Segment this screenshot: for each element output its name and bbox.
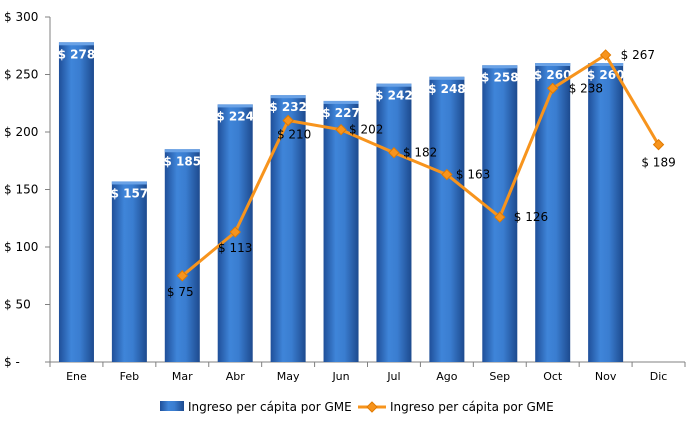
y-tick-label: $ 200 <box>4 125 38 139</box>
bar-top <box>376 83 412 87</box>
bar-top <box>217 104 253 108</box>
line-data-label: $ 163 <box>456 168 490 182</box>
bar-top <box>111 181 147 185</box>
line-marker <box>282 114 294 127</box>
bar-top <box>429 76 465 80</box>
line-data-label: $ 113 <box>218 241 252 255</box>
bar-data-label: $ 232 <box>269 100 307 114</box>
bar-data-label: $ 248 <box>428 82 466 96</box>
bar <box>270 95 306 362</box>
bar-top <box>482 65 518 69</box>
line-data-label: $ 189 <box>641 156 675 170</box>
bar <box>58 42 94 363</box>
x-tick-label: Oct <box>543 370 563 383</box>
legend: Ingreso per cápita por GME Ingreso per cá… <box>160 400 554 414</box>
line-marker <box>335 123 347 136</box>
bar-top <box>270 95 306 99</box>
line-marker <box>652 138 665 151</box>
line-marker <box>229 226 241 238</box>
line-data-label: $ 267 <box>621 48 655 62</box>
bar-data-label: $ 224 <box>216 109 254 123</box>
bar-data-label: $ 278 <box>58 47 96 61</box>
bar-data-label: $ 260 <box>534 68 572 82</box>
legend-bar-swatch <box>160 401 184 411</box>
bar-labels: $ 278 $ 157 $ 185 $ 224 $ 232 $ 227 $ 242 $ 248… <box>58 47 625 200</box>
x-tick-label: Ago <box>436 370 458 383</box>
legend-bar-label: Ingreso per cápita por GME <box>188 400 352 414</box>
line-data-label: $ 202 <box>349 123 383 137</box>
line-marker <box>388 146 400 159</box>
bar <box>323 100 359 362</box>
line-series <box>176 49 665 282</box>
line-data-label: $ 238 <box>569 81 603 95</box>
bar-data-label: $ 227 <box>322 106 360 120</box>
y-tick-label: $ 150 <box>4 183 38 197</box>
line-marker <box>547 82 559 95</box>
line-data-label: $ 210 <box>277 128 311 142</box>
x-tick-label: Jul <box>386 370 400 383</box>
y-tick-label: $ 250 <box>4 68 38 82</box>
line-data-label: $ 126 <box>514 210 548 224</box>
y-tick-label: $ 100 <box>4 240 38 254</box>
bar-data-label: $ 258 <box>481 70 519 84</box>
legend-line-label: Ingreso per cápita por GME <box>390 400 554 414</box>
line-labels: $ 75$ 113$ 210 $ 202$ 182$ 163$ 126$ 238$… <box>167 48 676 299</box>
bar <box>588 63 624 362</box>
bar-top <box>535 63 571 66</box>
bar-data-label: $ 185 <box>164 154 202 168</box>
x-tick-label: Mar <box>172 370 193 383</box>
x-tick-label: Ene <box>66 370 87 383</box>
y-tick-label: $ 50 <box>4 298 31 312</box>
bar-data-label: $ 157 <box>111 186 149 200</box>
bar <box>164 149 200 362</box>
legend-line-marker <box>366 401 378 413</box>
line-marker <box>441 168 453 181</box>
bar-series <box>58 42 624 363</box>
y-tick-label: $ 300 <box>4 10 38 24</box>
bar-top <box>164 149 200 153</box>
bar <box>429 76 465 363</box>
line-marker <box>494 211 506 223</box>
bar-data-label: $ 242 <box>375 89 413 103</box>
bar-top <box>323 100 359 104</box>
y-tick-label: $ - <box>4 355 20 369</box>
line-data-label: $ 75 <box>167 285 194 299</box>
x-tick-label: Sep <box>489 370 510 383</box>
series-line <box>181 53 660 277</box>
x-tick-label: Abr <box>226 370 246 383</box>
bar <box>376 83 412 362</box>
x-tick-label: Jun <box>331 370 349 383</box>
bar <box>111 181 147 362</box>
line-marker <box>176 270 188 282</box>
x-tick-label: May <box>277 370 300 383</box>
bar-top <box>58 42 94 46</box>
bar-top <box>588 63 624 66</box>
x-tick-label: Feb <box>120 370 139 383</box>
axes: $ - $ 50 $ 100 $ 150 $ 200 $ 250 $ 300 Ene Feb Ma… <box>4 10 686 383</box>
line-data-label: $ 182 <box>403 146 437 160</box>
line-marker <box>599 49 612 61</box>
x-tick-label: Nov <box>595 370 617 383</box>
x-tick-label: Dic <box>650 370 668 383</box>
